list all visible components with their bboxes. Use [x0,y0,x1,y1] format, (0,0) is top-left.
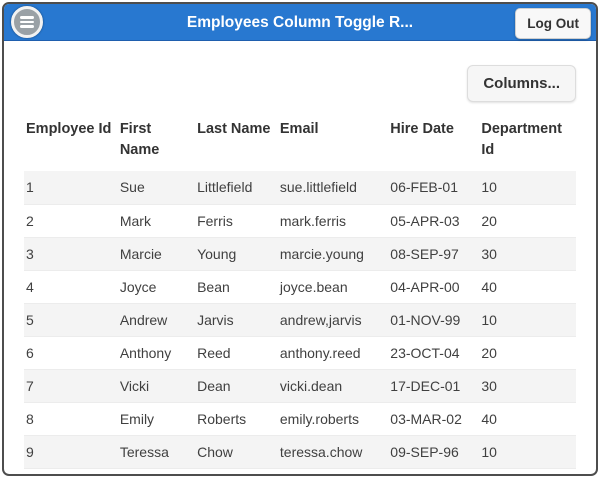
table-cell: 2 [24,204,118,238]
table-cell: Joyce [117,270,196,304]
table-cell: 20 [479,336,576,370]
table-cell: Vicki [117,369,196,403]
page-content: Columns... Employee Id First Name Last Nam… [4,65,596,469]
table-cell: 17-DEC-01 [388,369,480,403]
page-title: Employees Column Toggle R... [186,14,414,31]
table-cell: Dean [195,369,278,403]
table-cell: joyce.bean [277,270,389,304]
table-cell: Mark [117,204,196,238]
table-cell: vicki.dean [277,369,389,403]
table-header: Employee Id First Name Last Name Email Hire … [24,115,576,171]
table-row: 5 Andrew Jarvis andrew,jarvis 01-NOV-99 10 [24,303,576,337]
table-cell: 06-FEB-01 [388,171,480,205]
table-cell: Marcie [117,237,196,271]
table-cell: andrew,jarvis [277,303,389,337]
column-header: Last Name [197,121,271,137]
table-cell: mark.ferris [277,204,389,238]
column-header: Hire Date [390,121,454,137]
table-cell: 9 [24,435,118,469]
table-cell: Anthony [117,336,196,370]
table-cell: anthony.reed [277,336,389,370]
table-cell: 3 [24,237,118,271]
table-cell: 10 [479,303,576,337]
table-cell: 23-OCT-04 [388,336,480,370]
table-toolbar: Columns... [24,65,576,102]
table-row: 6 Anthony Reed anthony.reed 23-OCT-04 20 [24,336,576,370]
logout-button[interactable]: Log Out [515,8,591,39]
table-cell: 04-APR-00 [388,270,480,304]
column-header: Employee Id [26,121,112,137]
table-cell: Ferris [195,204,278,238]
app-header: Employees Column Toggle R... Log Out [4,4,596,41]
table-cell: 01-NOV-99 [388,303,480,337]
column-header: Department Id [481,121,562,159]
table-cell: 30 [479,237,576,271]
table-cell: 20 [479,204,576,238]
table-cell: teressa.chow [277,435,389,469]
table-cell: marcie.young [277,237,389,271]
table-cell: 7 [24,369,118,403]
table-cell: 40 [479,402,576,436]
table-cell: 1 [24,171,118,205]
table-cell: emily.roberts [277,402,389,436]
table-cell: Chow [195,435,278,469]
table-row: 8 Emily Roberts emily.roberts 03-MAR-02 40 [24,402,576,436]
table-row: 4 Joyce Bean joyce.bean 04-APR-00 40 [24,270,576,304]
table-cell: 6 [24,336,118,370]
table-cell: 40 [479,270,576,304]
table-row: 3 Marcie Young marcie.young 08-SEP-97 30 [24,237,576,271]
table-row: 2 Mark Ferris mark.ferris 05-APR-03 20 [24,204,576,238]
table-cell: Reed [195,336,278,370]
table-cell: Andrew [117,303,196,337]
table-cell: 10 [479,435,576,469]
table-row: 1 Sue Littlefield sue.littlefield 06-FEB-01 1… [24,171,576,205]
table-cell: Sue [117,171,196,205]
table-cell: 10 [479,171,576,205]
table-cell: sue.littlefield [277,171,389,205]
table-cell: Bean [195,270,278,304]
table-cell: 09-SEP-96 [388,435,480,469]
column-header: First Name [119,121,160,159]
table-cell: Jarvis [195,303,278,337]
table-cell: Littlefield [195,171,278,205]
menu-button[interactable] [11,6,43,38]
table-cell: 08-SEP-97 [388,237,480,271]
table-cell: 5 [24,303,118,337]
table-cell: Roberts [195,402,278,436]
table-cell: 4 [24,270,118,304]
columns-toggle-button[interactable]: Columns... [467,65,576,102]
table-row: 7 Vicki Dean vicki.dean 17-DEC-01 30 [24,369,576,403]
table-cell: 8 [24,402,118,436]
table-header-row: Employee Id First Name Last Name Email Hire … [24,115,576,171]
table-cell: Emily [117,402,196,436]
table-cell: 05-APR-03 [388,204,480,238]
employees-table: Employee Id First Name Last Name Email Hire … [24,115,576,469]
table-row: 9 Teressa Chow teressa.chow 09-SEP-96 10 [24,435,576,469]
table-cell: 30 [479,369,576,403]
hamburger-icon [20,16,34,28]
table-cell: Young [195,237,278,271]
table-body: 1 Sue Littlefield sue.littlefield 06-FEB-01 1… [24,171,576,469]
table-cell: 03-MAR-02 [388,402,480,436]
column-header: Email [279,121,319,137]
table-cell: Teressa [117,435,196,469]
